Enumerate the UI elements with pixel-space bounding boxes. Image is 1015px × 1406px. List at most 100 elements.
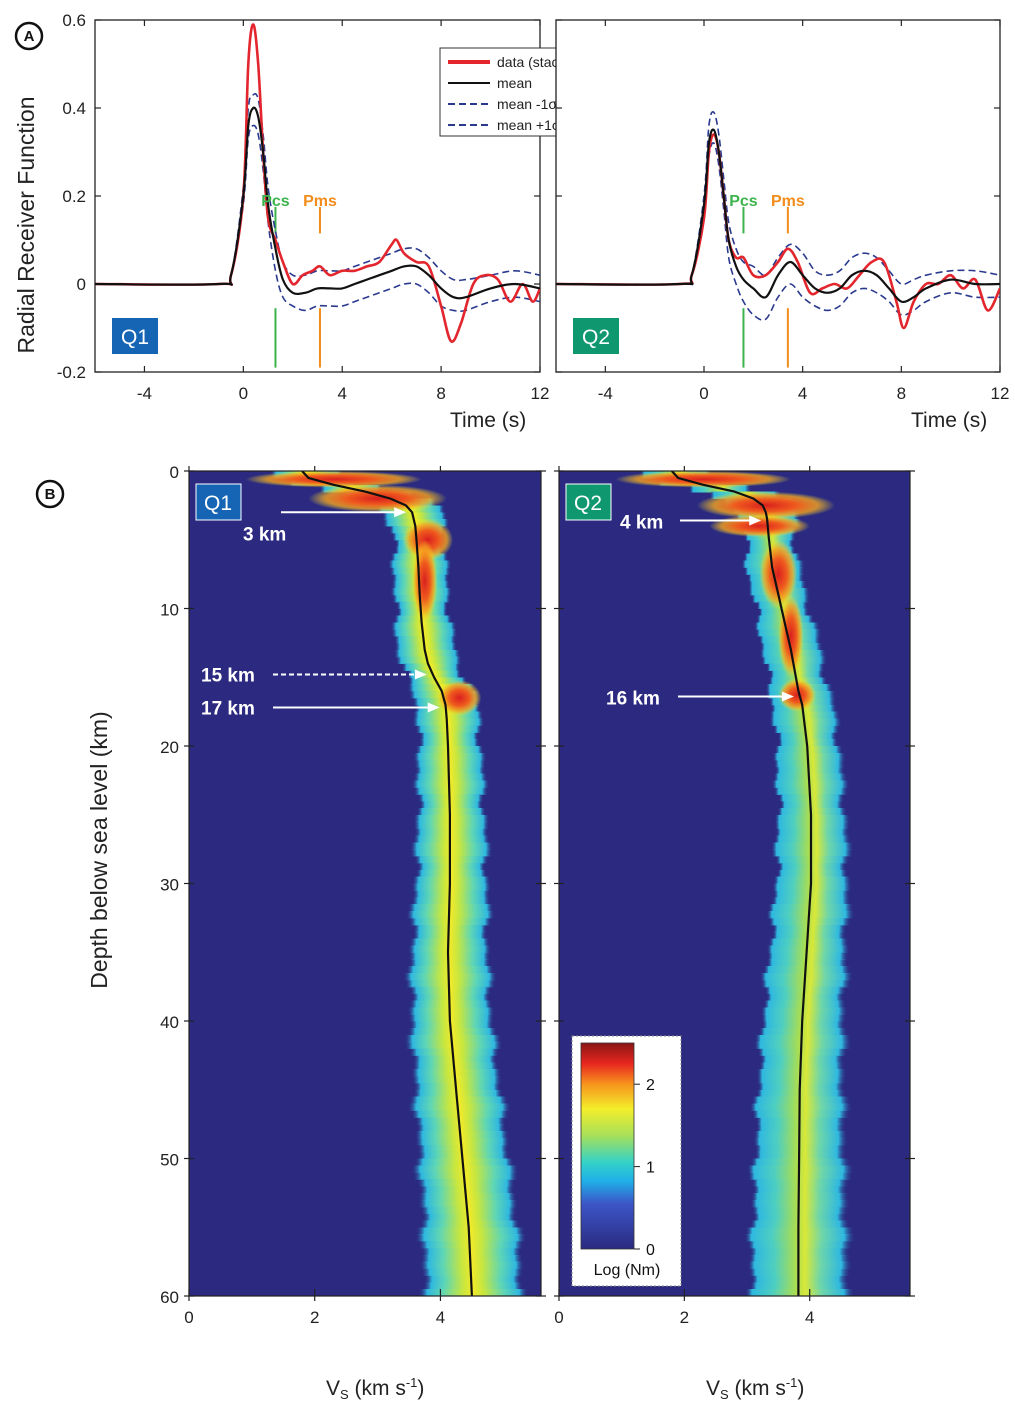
- density-strip: [410, 1021, 494, 1029]
- density-strip: [411, 780, 490, 788]
- density-strip: [751, 1192, 849, 1201]
- density-strip: [412, 1062, 499, 1070]
- density-strip: [747, 1241, 853, 1249]
- density-strip: [769, 711, 841, 720]
- density-strip: [409, 938, 490, 946]
- badge-q2: Q2: [573, 318, 619, 354]
- phase-markers: [274, 207, 321, 368]
- density-strip: [416, 1124, 506, 1132]
- plot-frame: [555, 19, 1001, 373]
- x-tick-label: 8: [897, 384, 906, 403]
- density-strip: [407, 1103, 511, 1111]
- rf-plot-q2: -4 0 4 8 12 Pcs Pms Q2 Time (s): [555, 19, 1009, 432]
- x-tick-label: 12: [531, 384, 550, 403]
- y-tick-label: 50: [160, 1151, 179, 1170]
- depth-annotations: 3 km 15 km 17 km: [201, 507, 440, 720]
- density-strip: [405, 979, 496, 988]
- density-strip: [409, 959, 491, 967]
- density-strip: [418, 1192, 517, 1201]
- density-strip: [753, 1186, 848, 1194]
- series-line-mean: [95, 106, 540, 300]
- density-strip: [411, 993, 490, 1001]
- density-strip: [409, 1096, 508, 1105]
- density-hotspot: [437, 680, 482, 716]
- density-strip: [759, 1027, 848, 1036]
- density-strip: [767, 959, 848, 967]
- density-strip: [755, 1144, 846, 1153]
- density-strip: [406, 911, 495, 919]
- density-hotspot: [412, 539, 438, 623]
- density-strip: [409, 1048, 500, 1056]
- density-strip: [406, 966, 494, 974]
- axis-ticks: 0 2 4: [554, 466, 915, 1327]
- density-strip: [415, 725, 482, 733]
- density-strip: [763, 1000, 846, 1008]
- x-axis-label: VS (km s-1): [706, 1375, 804, 1402]
- density-hotspot: [759, 539, 798, 609]
- density-strip: [769, 917, 851, 926]
- density-strip: [407, 945, 492, 953]
- badge-q1: Q1: [112, 318, 158, 354]
- density-strip: [745, 1289, 855, 1296]
- series-line-mean: [556, 128, 1000, 304]
- density-strip: [414, 1131, 509, 1139]
- density-strip: [407, 670, 461, 678]
- density-strip: [754, 1034, 852, 1043]
- density-strip: [413, 835, 490, 843]
- density-strip: [763, 966, 851, 974]
- density-strip: [419, 801, 483, 809]
- density-strip: [777, 807, 847, 816]
- phase-label-pms: Pms: [771, 193, 805, 210]
- x-tick-label: 0: [239, 384, 248, 403]
- density-strip: [409, 917, 492, 926]
- svg-text:A: A: [24, 28, 35, 45]
- legend-label-mean: mean: [497, 75, 532, 91]
- density-strip: [750, 1220, 850, 1228]
- density-strip: [404, 1041, 503, 1050]
- y-axis-label: Depth below sea level (km): [86, 711, 112, 988]
- colorbar-tick-label: 0: [646, 1242, 655, 1259]
- density-strip: [404, 1034, 502, 1043]
- density-strip: [768, 938, 849, 946]
- legend-label-minus: mean -1σ: [497, 96, 557, 112]
- density-strip: [758, 1082, 845, 1091]
- density-strip: [416, 1227, 525, 1235]
- density-strip: [415, 1137, 510, 1146]
- phase-label-pms: Pms: [303, 193, 337, 210]
- y-tick-label: 40: [160, 1013, 179, 1032]
- mean-profile: [670, 471, 813, 1296]
- density-strip: [408, 1014, 494, 1022]
- density-strip: [772, 924, 847, 933]
- annotation-label: 4 km: [620, 513, 663, 534]
- density-hotspot: [778, 594, 804, 678]
- phase-markers: [742, 207, 789, 368]
- density-strip: [418, 1151, 510, 1160]
- density-strip: [418, 1199, 518, 1208]
- density-strip: [413, 1172, 518, 1180]
- density-strip: [771, 849, 854, 857]
- density-strip: [395, 656, 462, 665]
- density-strip: [413, 924, 488, 933]
- density-strip: [411, 897, 491, 905]
- density-strip: [413, 814, 490, 823]
- x-tick-label: 4: [798, 384, 807, 403]
- density-strip: [758, 1048, 848, 1056]
- density-strip: [766, 993, 845, 1001]
- y-tick-label: 0.6: [62, 11, 86, 30]
- density-strip: [382, 512, 447, 520]
- density-strip: [773, 876, 852, 885]
- density-strip: [774, 814, 851, 823]
- density-strip: [778, 739, 839, 747]
- x-tick-label: 0: [554, 1308, 563, 1327]
- density-strip: [765, 986, 847, 995]
- density-strip: [414, 759, 486, 768]
- density-strip: [419, 732, 479, 740]
- density-strip: [753, 1213, 847, 1221]
- density-strip: [417, 1144, 509, 1153]
- mean-profile-line: [670, 471, 813, 1296]
- density-strip: [412, 876, 491, 885]
- density-strip: [775, 856, 850, 864]
- density-strip: [419, 739, 480, 747]
- density-strip: [394, 636, 456, 644]
